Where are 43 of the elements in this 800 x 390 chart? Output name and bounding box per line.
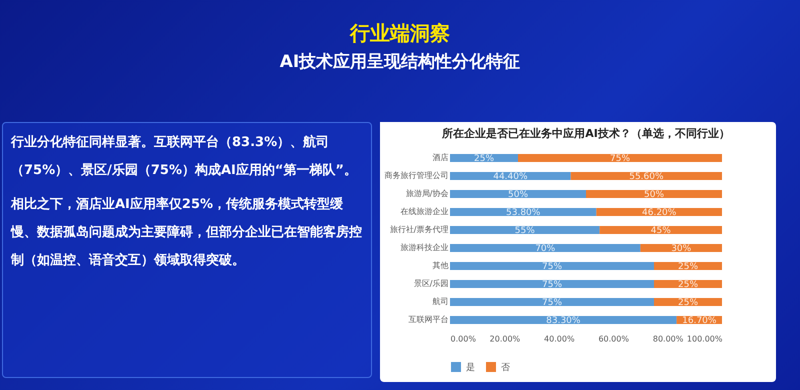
- x-tick-label: 40.00%: [544, 334, 575, 344]
- y-tick-label: 在线旅游企业: [400, 207, 448, 216]
- y-tick-label: 旅游科技企业: [400, 243, 448, 252]
- legend-label: 是: [466, 362, 475, 373]
- data-label: 46.20%: [642, 208, 677, 218]
- y-tick-label: 商务旅行管理公司: [384, 171, 448, 180]
- y-tick-label: 景区/乐园: [414, 279, 448, 288]
- text: 行业端洞察: [348, 20, 451, 47]
- text: AI技术应用呈现结构性分化特征: [278, 51, 522, 73]
- chart-title: 所在企业是否已在业务中应用AI技术？（单选，不同行业）: [441, 127, 730, 140]
- data-label: 75%: [542, 280, 562, 290]
- data-label: 83.30%: [546, 316, 581, 326]
- data-label: 75%: [542, 298, 562, 308]
- x-tick-label: 0.00%: [450, 334, 476, 344]
- data-label: 25%: [678, 262, 698, 272]
- data-label: 75%: [610, 154, 630, 164]
- legend-label: 否: [501, 363, 510, 373]
- data-label: 25%: [678, 280, 698, 290]
- data-label: 75%: [542, 262, 562, 272]
- data-label: 55%: [514, 226, 536, 236]
- data-label: 25%: [474, 154, 494, 164]
- y-tick-label: 航司: [432, 297, 448, 306]
- data-label: 44.40%: [493, 172, 528, 182]
- text: 相比之下，酒店业AI应用率仅25%，传统服务模式转型缓慢、数据孤岛问题成为主要障碍，但部分企业已在智能客房控制（如温控、语音交互）领域取得突破。: [11, 196, 363, 270]
- y-tick-label: 其他: [432, 261, 448, 270]
- data-label: 50%: [644, 190, 664, 200]
- y-tick-label: 互联网平台: [408, 315, 448, 324]
- x-tick-label: 80.00%: [652, 334, 684, 344]
- data-label: 70%: [535, 244, 556, 254]
- x-tick-label: 60.00%: [598, 334, 630, 344]
- x-tick-label: 100.00%: [686, 334, 723, 344]
- y-tick-label: 旅行社/票务代理: [390, 225, 448, 234]
- y-tick-label: 旅游局/协会: [406, 189, 448, 198]
- data-label: 30%: [671, 244, 692, 254]
- data-label: 45%: [650, 226, 672, 236]
- data-label: 25%: [678, 298, 698, 308]
- x-tick-label: 20.00%: [490, 334, 521, 344]
- data-label: 16.70%: [682, 316, 717, 326]
- data-label: 53.80%: [506, 208, 541, 218]
- data-label: 50%: [508, 190, 528, 200]
- data-label: 55.60%: [629, 172, 664, 182]
- y-tick-label: 酒店: [432, 153, 448, 162]
- text: 行业分化特征同样显著。互联网平台（83.3%）、航司（75%）、景区/乐园（75%）构成AI应用的“第一梯队”。: [11, 134, 358, 180]
